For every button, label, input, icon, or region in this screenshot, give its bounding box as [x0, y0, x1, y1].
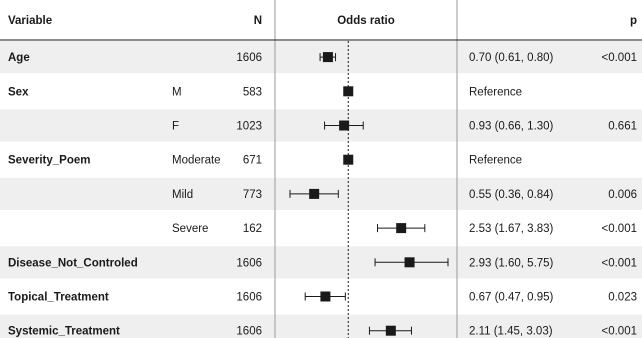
table-row: Age 1606 0.70 (0.61, 0.80) <0.001 — [8, 52, 637, 64]
ci-text: 0.93 (0.66, 1.30) — [469, 121, 554, 133]
level-label: M — [172, 86, 182, 98]
n-value: 1606 — [236, 52, 262, 64]
ci-text: 2.93 (1.60, 5.75) — [469, 257, 554, 269]
row-band — [0, 109, 642, 142]
p-value: <0.001 — [602, 326, 638, 338]
row-band — [0, 246, 642, 279]
table-row: Topical_Treatment 1606 0.67 (0.47, 0.95) 0.… — [8, 291, 637, 304]
variable-label: Age — [8, 52, 30, 64]
n-value: 1606 — [236, 257, 262, 269]
header-odds-ratio: Odds ratio — [337, 15, 395, 27]
level-label: Moderate — [172, 155, 221, 167]
column-dividers — [274, 0, 458, 338]
p-value: 0.023 — [608, 292, 637, 304]
n-value: 1606 — [236, 326, 262, 338]
point-estimate — [396, 223, 407, 234]
n-value: 1023 — [236, 121, 262, 133]
n-value: 162 — [243, 223, 262, 235]
point-estimate — [322, 52, 333, 63]
point-estimate — [385, 325, 396, 336]
table-row: Severity_Poem Moderate 671 Reference — [8, 154, 522, 167]
row-bands — [0, 41, 642, 338]
ci-text: 0.70 (0.61, 0.80) — [469, 52, 554, 64]
n-value: 1606 — [236, 292, 262, 304]
n-value: 773 — [243, 189, 262, 201]
table-rows: Age 1606 0.70 (0.61, 0.80) <0.001 Sex M 583 Ref… — [8, 52, 637, 338]
n-value: 583 — [243, 86, 262, 98]
ci-text: Reference — [469, 155, 522, 167]
variable-label: Systemic_Treatment — [8, 326, 120, 338]
table-header: Variable N Odds ratio p — [8, 15, 637, 27]
level-label: F — [172, 121, 179, 133]
header-variable: Variable — [8, 15, 52, 27]
variable-label: Sex — [8, 86, 29, 98]
row-band — [0, 314, 642, 338]
point-estimate — [343, 154, 354, 165]
ci-text: Reference — [469, 86, 522, 98]
p-value: <0.001 — [602, 257, 638, 269]
table-row: Sex M 583 Reference — [8, 86, 522, 98]
ci-text: 2.53 (1.67, 3.83) — [469, 223, 554, 235]
point-estimate — [339, 120, 350, 131]
p-value: 0.661 — [608, 121, 637, 133]
p-value: <0.001 — [602, 52, 638, 64]
table-row: Systemic_Treatment 1606 2.11 (1.45, 3.03) <… — [8, 325, 638, 338]
header-n: N — [254, 15, 262, 27]
table-row: Disease_Not_Controled 1606 2.93 (1.60, 5.7… — [8, 257, 637, 269]
level-label: Severe — [172, 223, 208, 235]
variable-label: Severity_Poem — [8, 155, 90, 167]
point-estimate — [404, 257, 415, 268]
point-estimate — [309, 188, 320, 199]
variable-label: Topical_Treatment — [8, 292, 109, 304]
ci-text: 0.67 (0.47, 0.95) — [469, 292, 554, 304]
n-value: 671 — [243, 155, 262, 167]
ci-text: 2.11 (1.45, 3.03) — [469, 326, 553, 338]
ci-text: 0.55 (0.36, 0.84) — [469, 189, 554, 201]
variable-label: Disease_Not_Controled — [8, 257, 138, 269]
table-row: Severe 162 2.53 (1.67, 3.83) <0.001 — [172, 223, 637, 235]
table-row: Mild 773 0.55 (0.36, 0.84) 0.006 — [172, 188, 637, 201]
header-p: p — [630, 15, 637, 27]
table-row: F 1023 0.93 (0.66, 1.30) 0.661 — [172, 120, 637, 133]
level-label: Mild — [172, 189, 193, 201]
p-value: <0.001 — [602, 223, 638, 235]
point-estimate — [320, 291, 331, 302]
point-estimate — [343, 86, 354, 97]
p-value: 0.006 — [608, 189, 637, 201]
